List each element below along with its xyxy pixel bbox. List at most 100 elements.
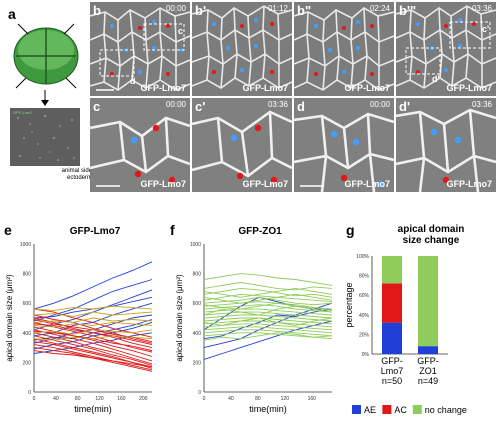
embryo-illustration: [13, 23, 79, 89]
chart-g-legend-swatch: [412, 405, 422, 414]
chart-e-ytick-label: 800: [23, 272, 32, 278]
panel-c-tag: GFP-Lmo7: [140, 179, 186, 189]
chart-e-series-line: [33, 321, 153, 328]
chart-e-series-line: [33, 329, 153, 335]
panel-b3-tag: GFP-Lmo7: [446, 83, 492, 93]
chart-g-category-label: n=49: [418, 376, 438, 386]
chart-f-series-line: [203, 317, 333, 326]
chart-g-legend-label: AC: [394, 405, 407, 415]
chart-g-ytick-label: 0%: [362, 352, 370, 358]
box-d-label: d: [130, 76, 136, 86]
chart-f-series-line: [203, 287, 333, 298]
chart-f-ytick-label: 1000: [190, 242, 201, 248]
ectoderm-explant-image: GFP-Lmo7: [10, 108, 80, 166]
panel-c-label: c: [93, 99, 101, 114]
panel-f-label: f: [170, 222, 175, 238]
chart-f-xlabel: time(min): [249, 404, 287, 414]
chart-g-bar-segment-no-change: [382, 256, 402, 284]
panel-d-time: 00:00: [369, 100, 390, 109]
chart-g-category-label: n=50: [382, 376, 402, 386]
panel-d-label: d: [297, 99, 305, 114]
chart-g-ytick-label: 80%: [359, 274, 370, 280]
micrograph-b: b 00:00 c d GFP-Lmo7: [90, 2, 190, 96]
chart-g-category-label: GFP-: [381, 356, 403, 366]
chart-f-xtick-label: 40: [228, 396, 234, 402]
panel-d-tag: GFP-Lmo7: [344, 179, 390, 189]
panel-b3-time: 03:36: [471, 4, 492, 13]
micrograph-b1: b' 01:12 GFP-Lmo7: [192, 2, 292, 96]
micrograph-c: c 00:00 GFP-Lmo7: [90, 98, 190, 192]
chart-g-bar-segment-no-change: [418, 256, 438, 347]
panel-d1-label: d': [399, 99, 411, 114]
chart-f-series-line: [203, 320, 333, 328]
panel-b1-time: 01:12: [267, 4, 288, 13]
chart-g-bar-segment-ae: [382, 322, 402, 354]
panel-c-time: 00:00: [165, 100, 186, 109]
box-c1-label: c': [482, 24, 490, 34]
chart-f-title: GFP-ZO1: [238, 226, 282, 237]
panel-c1-tag: GFP-Lmo7: [242, 179, 288, 189]
panel-c1-time: 03:36: [267, 100, 288, 109]
chart-f-ytick-label: 400: [193, 331, 202, 337]
chart-g-bar-segment-ac: [382, 283, 402, 323]
chart-f-series-line: [203, 302, 333, 312]
chart-g-category-label: GFP-: [417, 356, 439, 366]
chart-f-xtick-label: 160: [308, 396, 317, 402]
chart-e-ylabel: apical domain size (μm²): [5, 274, 14, 362]
panel-b2-tag: GFP-Lmo7: [344, 83, 390, 93]
chart-g-title: apical domain size change: [397, 224, 465, 246]
chart-e-series-line: [33, 305, 153, 312]
chart-g-legend-label: no change: [425, 405, 467, 415]
chart-e-series-line: [33, 311, 153, 317]
chart-e-ytick-label: 600: [23, 301, 32, 307]
chart-e-series-line: [33, 350, 153, 368]
chart-f-series-line: [203, 314, 333, 322]
panel-b-time: 00:00: [165, 4, 186, 13]
panel-b1-label: b': [195, 3, 207, 18]
chart-e-xtick-label: 40: [53, 396, 59, 402]
ectoderm-caption: animal side ectoderm: [61, 168, 92, 181]
chart-f-series-line: [203, 282, 333, 291]
micrograph-d1: d' 03:36 GFP-Lmo7: [396, 98, 496, 192]
chart-e-xtick-label: 0: [33, 396, 36, 402]
chart-f-series-line: [203, 323, 333, 331]
panel-b-label: b: [93, 3, 101, 18]
chart-g-bars: 0%20%40%60%80%100%percentageGFP-Lmo7n=50…: [344, 254, 467, 415]
chart-e-xtick-label: 200: [139, 396, 148, 402]
chart-f-series-line: [203, 308, 333, 316]
chart-f-series-line: [203, 326, 333, 334]
chart-e-series-line: [33, 329, 153, 362]
chart-e-series-line: [33, 317, 153, 323]
chart-g-legend-swatch: [352, 405, 361, 414]
chart-f-series-line: [203, 329, 333, 337]
chart-f-xtick-label: 80: [255, 396, 261, 402]
chart-e-xtick-label: 120: [95, 396, 104, 402]
chart-f-series-line: [203, 287, 333, 298]
panel-c1-label: c': [195, 99, 206, 114]
chart-e-xtick-label: 160: [117, 396, 126, 402]
panel-a-label: a: [8, 6, 16, 22]
panel-d1-tag: GFP-Lmo7: [446, 179, 492, 189]
chart-f-xtick-label: 0: [203, 396, 206, 402]
chart-g-legend-label: AE: [364, 405, 376, 415]
micrograph-b3: b'" 03:36 c' d' GFP-Lmo7: [396, 2, 496, 96]
chart-e-series-line: [33, 279, 153, 322]
chart-g-ytick-label: 100%: [356, 254, 369, 260]
micrograph-b2: b" 02:24 GFP-Lmo7: [294, 2, 394, 96]
panel-g-label: g: [346, 222, 355, 238]
chart-e-series-line: [33, 341, 153, 368]
micrograph-d: d 00:00 GFP-Lmo7: [294, 98, 394, 192]
chart-g-category-label: Lmo7: [381, 366, 404, 376]
chart-f-series-line: [203, 320, 333, 360]
panel-d1-time: 03:36: [471, 100, 492, 109]
chart-e-ytick-label: 200: [23, 360, 32, 366]
chart-f-ylabel: apical domain size (μm²): [175, 274, 184, 362]
chart-e-ytick-label: 400: [23, 331, 32, 337]
chart-e-series-line: [33, 332, 153, 365]
chart-e-series-line: [33, 344, 153, 371]
chart-f-zo1: 0 200 400 600 800 1000 0 40 80 120 160 time(min) api…: [175, 242, 333, 414]
arrow-down-icon: [41, 90, 49, 106]
chart-e-series-line: [33, 261, 153, 310]
chart-f-xtick-label: 120: [281, 396, 290, 402]
inset-tag: GFP-Lmo7: [13, 110, 33, 115]
